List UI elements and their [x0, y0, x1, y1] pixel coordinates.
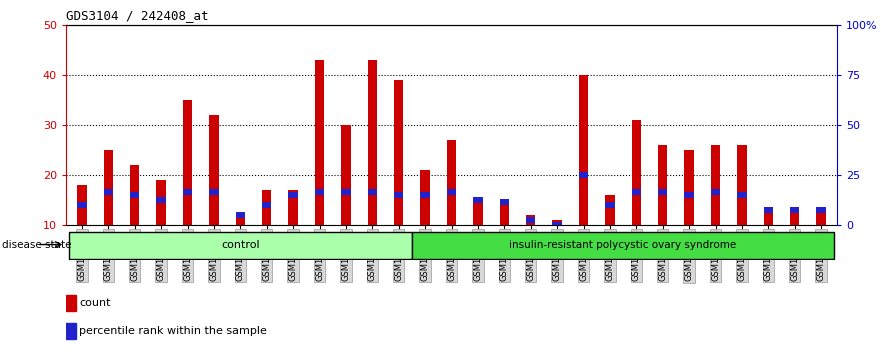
Text: count: count	[79, 298, 111, 308]
Bar	[66, 323, 76, 339]
Bar	[817, 210, 825, 225]
Bar	[394, 80, 403, 225]
Bar	[66, 295, 76, 311]
Bar	[500, 200, 509, 225]
Bar	[341, 125, 351, 225]
Bar	[632, 120, 641, 225]
FancyBboxPatch shape	[412, 232, 834, 259]
Text: percentile rank within the sample: percentile rank within the sample	[79, 326, 267, 336]
Text: insulin-resistant polycystic ovary syndrome: insulin-resistant polycystic ovary syndr…	[509, 240, 737, 250]
Bar	[236, 212, 245, 218]
Bar	[315, 60, 324, 225]
Bar	[183, 189, 192, 195]
Bar	[685, 150, 693, 225]
Bar	[579, 75, 589, 225]
Bar	[473, 197, 483, 203]
Bar	[764, 207, 773, 213]
Bar	[420, 192, 430, 198]
Bar	[552, 220, 562, 225]
Bar	[157, 180, 166, 225]
Bar	[367, 60, 377, 225]
Bar	[658, 189, 667, 195]
Bar	[183, 100, 192, 225]
Bar	[526, 217, 536, 223]
Bar	[104, 150, 113, 225]
Bar	[262, 190, 271, 225]
Bar	[315, 189, 324, 195]
Text: control: control	[221, 240, 260, 250]
Bar	[447, 140, 456, 225]
Bar	[605, 195, 615, 225]
Bar	[737, 145, 746, 225]
Bar	[157, 197, 166, 203]
Bar	[711, 145, 720, 225]
Bar	[130, 192, 139, 198]
Bar	[210, 189, 218, 195]
Bar	[288, 192, 298, 198]
Bar	[526, 215, 536, 225]
Bar	[420, 170, 430, 225]
FancyBboxPatch shape	[69, 232, 412, 259]
Bar	[711, 189, 720, 195]
Text: GDS3104 / 242408_at: GDS3104 / 242408_at	[66, 9, 209, 22]
Bar	[78, 202, 86, 208]
Bar	[605, 202, 615, 208]
Bar	[210, 115, 218, 225]
Bar	[764, 210, 773, 225]
Bar	[394, 192, 403, 198]
Bar	[341, 189, 351, 195]
Bar	[632, 189, 641, 195]
Bar	[130, 165, 139, 225]
Bar	[500, 199, 509, 205]
Text: disease state: disease state	[2, 240, 71, 250]
Bar	[790, 210, 799, 225]
Bar	[685, 192, 693, 198]
Bar	[262, 202, 271, 208]
Bar	[579, 172, 589, 178]
Bar	[288, 190, 298, 225]
Bar	[104, 189, 113, 195]
Bar	[236, 212, 245, 225]
Bar	[78, 185, 86, 225]
Bar	[817, 207, 825, 213]
Bar	[552, 222, 562, 228]
Bar	[473, 200, 483, 225]
Bar	[658, 145, 667, 225]
Bar	[447, 189, 456, 195]
Bar	[367, 189, 377, 195]
Bar	[790, 207, 799, 213]
Bar	[737, 192, 746, 198]
